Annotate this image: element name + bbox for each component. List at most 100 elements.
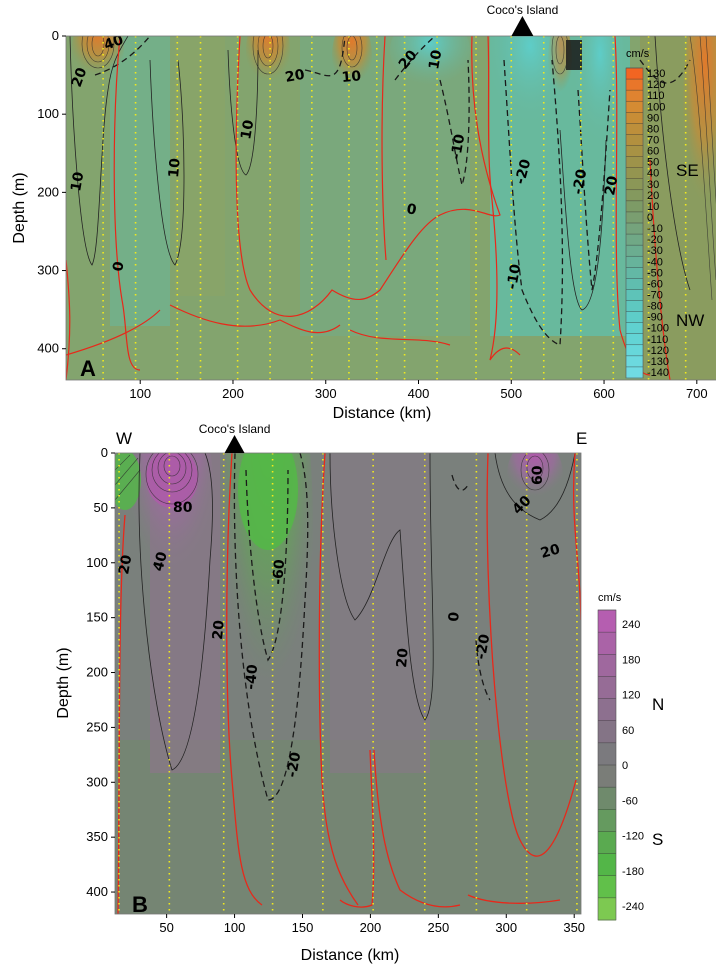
colorbar-tick-label: 60 [647,146,659,158]
y-tick-label: 100 [86,555,108,570]
colorbar-tick-label: -40 [647,256,663,268]
colorbar-tick-label: -240 [622,901,644,913]
colorbar-swatch [626,101,643,113]
colorbar-tick-label: 0 [647,212,653,224]
contour-label: 0 [405,201,418,218]
colorbar-swatch [626,189,643,202]
triangle-marker-icon [511,16,534,36]
y-tick-label: 0 [52,28,59,43]
colorbar-tick-label: -180 [622,866,644,878]
panel-a-frame [65,35,716,381]
panel-b-island-label: Coco's Island [199,422,271,436]
contour-label: -10 [448,133,468,161]
y-tick-label: 200 [86,665,108,680]
panel-a-contour-rings [81,36,716,301]
colorbar-tick-label: -130 [647,356,669,368]
colorbar-swatch [626,156,643,169]
colorbar-swatch [626,167,643,180]
contour-label: -20 [570,168,590,196]
panel-a-label: A [80,356,96,381]
contour-label: 10 [68,170,87,192]
panel-b-field-shading: 20 80 40 20 -60 -40 -20 20 0 -20 60 40 2… [115,453,581,914]
panel-b: 20 80 40 20 -60 -40 -20 20 0 -20 60 40 2… [55,422,664,964]
panel-b-contour-labels: 20 80 40 20 -60 -40 -20 20 0 -20 60 40 2… [116,465,562,778]
contour-label: 20 [539,541,562,562]
colorbar-tick-label: -20 [647,234,663,246]
colorbar-tick-label: 110 [647,90,665,102]
y-tick-label: 200 [37,184,59,199]
contour-label: 0 [110,260,127,273]
contour-label: 20 [210,619,228,640]
colorbar-swatch [626,245,643,257]
panel-a-core-high [683,36,716,230]
colorbar-swatch [598,654,616,677]
panel-a-contour-labels: 40 20 20 10 10 10 0 10 20 10 0 -10 -20 -… [68,36,621,291]
x-tick-label: 300 [315,386,337,401]
colorbar-tick-label: 90 [647,112,659,124]
colorbar-tick-label: -60 [647,278,663,290]
contour-label: 80 [173,500,193,516]
colorbar-swatch [598,809,616,832]
x-tick-label: 300 [495,920,517,935]
x-tick-label: 250 [427,920,449,935]
colorbar-tick-label: -120 [647,345,669,357]
colorbar-swatch [626,112,643,124]
colorbar-tick-label: 40 [647,168,659,180]
contour-label: 20 [394,647,412,668]
colorbar-swatch [626,300,643,313]
colorbar-swatch [626,178,643,191]
colorbar-swatch [626,267,643,279]
colorbar-swatch [626,256,643,268]
contour-label: 20 [602,174,621,196]
panel-b-contours-zero [117,453,581,914]
colorbar-swatch [626,211,643,224]
contour-label: 20 [284,67,306,86]
colorbar-swatch [626,333,643,346]
panel-a-colorbar: 1301201101009080706050403020100-10-20-30… [625,67,669,379]
colorbar-swatch [598,787,616,810]
panel-b-x-axis-label: Distance (km) [301,947,400,964]
panel-b-frame [114,452,582,915]
colorbar-tick-label: -10 [647,223,663,235]
contour-label: 60 [530,465,546,485]
y-tick-label: 250 [86,719,108,734]
colorbar-tick-label: 80 [647,123,659,135]
colorbar-swatch [598,765,616,788]
x-tick-label: 200 [222,386,244,401]
colorbar-swatch [626,123,643,135]
colorbar-tick-label: 70 [647,134,659,146]
contour-label: 20 [69,65,91,89]
panel-a-field-shading: 40 20 20 10 10 10 0 10 20 10 0 -10 -20 -… [66,36,716,380]
colorbar-swatch [626,68,643,80]
colorbar-tick-label: 20 [647,190,659,202]
contour-label: -20 [473,633,493,661]
panel-b-contour-rings [115,453,550,505]
x-tick-label: 600 [593,386,615,401]
colorbar-swatch [626,366,643,379]
colorbar-swatch [598,676,616,700]
colorbar-tick-label: -30 [647,245,663,257]
colorbar-tick-label: -90 [647,312,663,324]
colorbar-swatch [598,742,616,766]
colorbar-tick-label: 10 [647,201,659,213]
colorbar-tick-label: 60 [622,725,634,737]
colorbar-swatch [598,632,616,655]
contour-label: -20 [284,751,304,779]
colorbar-tick-label: 120 [647,79,665,91]
colorbar-swatch [626,234,643,246]
colorbar-tick-label: 130 [647,68,665,80]
contour-label: 10 [426,48,445,70]
panel-a-colorbar-unit: cm/s [626,48,650,60]
colorbar-swatch [598,831,616,855]
panel-b-axes: 50 100 150 200 250 300 35005010015020025030035… [86,445,585,935]
colorbar-tick-label: 0 [622,760,628,772]
x-tick-label: 350 [563,920,585,935]
colorbar-swatch [598,875,616,899]
colorbar-tick-label: -100 [647,323,669,335]
triangle-marker-icon [224,435,245,453]
panel-b-core-low [115,453,141,510]
panel-a-colorbar-low-label: NW [676,311,704,330]
x-tick-label: 400 [408,386,430,401]
contour-label: 10 [238,118,257,140]
